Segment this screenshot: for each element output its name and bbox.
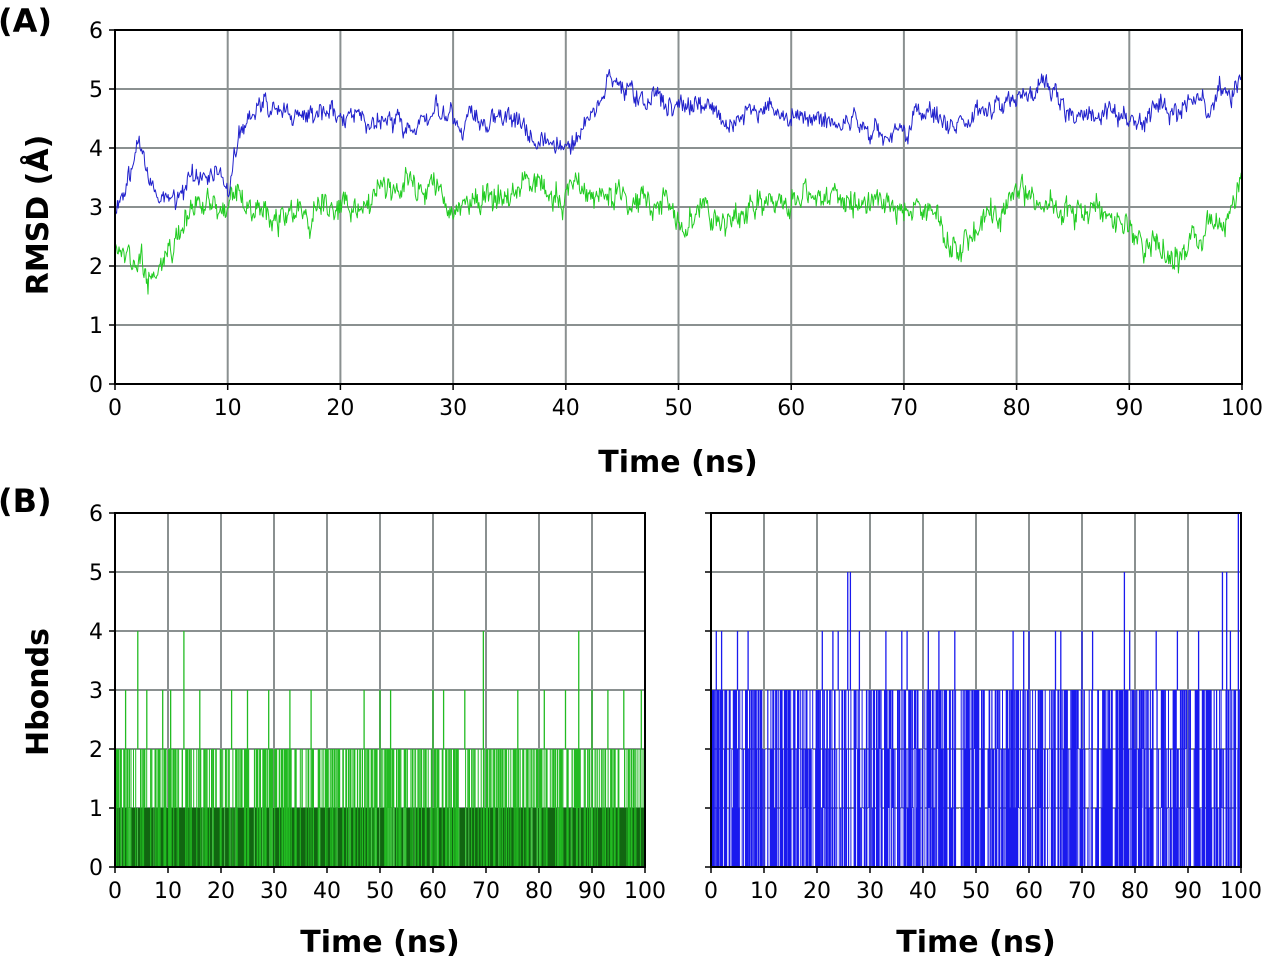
hbonds-blue-x-axis-label: Time (ns): [896, 925, 1055, 960]
rmsd-xtick-label-6: 60: [777, 396, 805, 421]
hbonds-green-ytick-label-5: 5: [89, 561, 103, 586]
hbonds-blue-xtick-label-2: 20: [803, 879, 831, 904]
hbonds-green-ticks: 0 10 20 30 40 50 60 70 80 90 100 0 1 2 3 4 5 6: [89, 502, 666, 904]
rmsd-xtick-label-0: 0: [108, 396, 122, 421]
hbonds-green-xtick-label-9: 90: [578, 879, 606, 904]
rmsd-xtick-label-3: 30: [439, 396, 467, 421]
hbonds-green-xtick-label-10: 100: [624, 879, 666, 904]
hbonds-blue-xtick-label-5: 50: [962, 879, 990, 904]
hbonds-y-axis-label: Hbonds: [21, 628, 56, 756]
hbonds-green-ytick-label-6: 6: [89, 502, 103, 527]
hbonds-blue-gap-lines: [730, 749, 1238, 867]
rmsd-line-green-trace: [114, 166, 1243, 295]
hbonds-green-ytick-label-4: 4: [89, 620, 103, 645]
rmsd-xtick-label-9: 90: [1115, 396, 1143, 421]
rmsd-ytick-label-0: 0: [89, 373, 103, 398]
hbonds-blue-xtick-label-0: 0: [704, 879, 718, 904]
panel-label-a: (A): [0, 2, 52, 40]
hbonds-green-xtick-label-6: 60: [419, 879, 447, 904]
rmsd-xtick-label-5: 50: [665, 396, 693, 421]
rmsd-y-axis-label: RMSD (Å): [19, 135, 56, 296]
hbonds-blue-xtick-label-9: 90: [1174, 879, 1202, 904]
rmsd-xtick-label-4: 40: [552, 396, 580, 421]
rmsd-ytick-label-3: 3: [89, 196, 103, 221]
hbonds-green-xtick-label-5: 50: [366, 879, 394, 904]
hbonds-green-xtick-label-2: 20: [207, 879, 235, 904]
hbonds-green-series: [115, 631, 646, 867]
hbonds-green-gap-lines: [121, 808, 592, 867]
rmsd-series: [114, 69, 1243, 295]
hbonds-green-ytick-label-2: 2: [89, 738, 103, 763]
rmsd-xtick-label-7: 70: [890, 396, 918, 421]
hbonds-green-x-axis-label: Time (ns): [300, 925, 459, 960]
hbonds-blue-xtick-label-6: 60: [1015, 879, 1043, 904]
rmsd-x-axis-label: Time (ns): [598, 445, 757, 480]
hbonds-blue-xtick-label-10: 100: [1220, 879, 1262, 904]
hbonds-green-ytick-label-0: 0: [89, 856, 103, 881]
rmsd-ytick-label-5: 5: [89, 78, 103, 103]
hbonds-blue-series: [711, 513, 1241, 867]
rmsd-xtick-label-10: 100: [1221, 396, 1263, 421]
hbonds-blue-dense-lines: [711, 690, 1241, 867]
hbonds-blue-xtick-label-3: 30: [856, 879, 884, 904]
hbonds-green-xtick-label-0: 0: [108, 879, 122, 904]
panel-label-b: (B): [0, 482, 52, 520]
hbonds-blue-xtick-label-7: 70: [1068, 879, 1096, 904]
rmsd-ytick-label-1: 1: [89, 314, 103, 339]
hbonds-green-ytick-label-3: 3: [89, 679, 103, 704]
hbonds-chart-blue: 0 10 20 30 40 50 60 70 80 90 100 Time (ns): [704, 512, 1262, 960]
hbonds-blue-xtick-label-4: 40: [909, 879, 937, 904]
hbonds-green-xtick-label-8: 80: [525, 879, 553, 904]
rmsd-ytick-label-6: 6: [89, 19, 103, 44]
hbonds-blue-xtick-label-1: 10: [750, 879, 778, 904]
rmsd-ytick-label-4: 4: [89, 137, 103, 162]
hbonds-green-xtick-label-1: 10: [154, 879, 182, 904]
rmsd-xtick-label-2: 20: [326, 396, 354, 421]
rmsd-line-blue-trace: [114, 69, 1243, 221]
hbonds-green-xtick-label-7: 70: [472, 879, 500, 904]
rmsd-xtick-label-8: 80: [1003, 396, 1031, 421]
hbonds-green-xtick-label-4: 40: [313, 879, 341, 904]
rmsd-ticks: 0 10 20 30 40 50 60 70 80 90 100 0 1 2 3 4 5 6: [89, 19, 1263, 421]
hbonds-blue-ticks: 0 10 20 30 40 50 60 70 80 90 100: [704, 512, 1262, 904]
hbonds-blue-xtick-label-8: 80: [1121, 879, 1149, 904]
rmsd-xtick-label-1: 10: [214, 396, 242, 421]
hbonds-green-ytick-label-1: 1: [89, 797, 103, 822]
hbonds-green-xtick-label-3: 30: [260, 879, 288, 904]
rmsd-ytick-label-2: 2: [89, 255, 103, 280]
